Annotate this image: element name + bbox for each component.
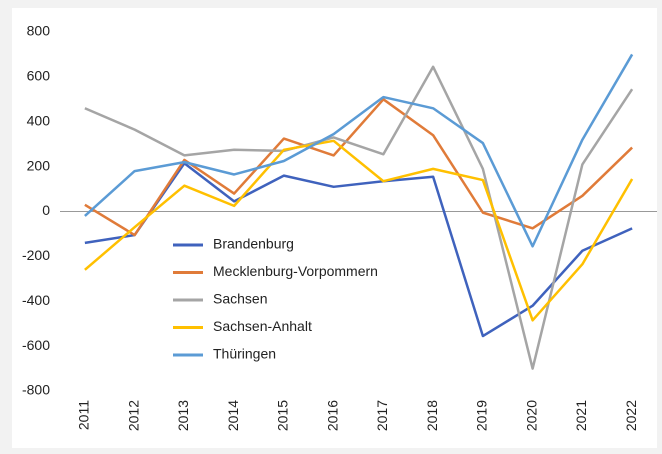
series-line xyxy=(84,53,634,248)
y-tick-label: -400 xyxy=(22,292,50,308)
legend-label: Sachsen xyxy=(213,291,267,307)
x-tick-label: 2017 xyxy=(374,400,390,431)
x-tick-label: 2019 xyxy=(474,400,490,431)
y-tick-label: 200 xyxy=(27,157,51,173)
series-line xyxy=(84,98,633,237)
legend-label: Brandenburg xyxy=(213,236,294,252)
y-tick-label: 400 xyxy=(27,112,51,128)
series-line xyxy=(84,162,633,338)
x-tick-label: 2018 xyxy=(424,400,440,431)
legend-label: Sachsen-Anhalt xyxy=(213,318,312,334)
legend-label: Mecklenburg-Vorpommern xyxy=(213,263,378,279)
y-tick-label: -800 xyxy=(22,382,50,398)
y-tick-label: -600 xyxy=(22,337,50,353)
series-line xyxy=(84,65,634,370)
x-tick-label: 2015 xyxy=(275,400,291,431)
x-tick-label: 2014 xyxy=(225,400,241,431)
x-tick-label: 2021 xyxy=(573,400,589,431)
x-tick-label: 2012 xyxy=(125,400,141,431)
series-line xyxy=(84,139,634,322)
x-tick-label: 2016 xyxy=(324,400,340,431)
chart-background xyxy=(12,8,657,448)
legend-label: Thüringen xyxy=(213,346,276,362)
y-tick-label: 0 xyxy=(42,202,50,218)
x-tick-label: 2011 xyxy=(76,400,92,430)
x-tick-label: 2013 xyxy=(175,400,191,431)
y-tick-label: 800 xyxy=(27,23,51,39)
x-tick-label: 2022 xyxy=(623,400,639,431)
x-tick-label: 2020 xyxy=(523,400,539,431)
y-tick-label: 600 xyxy=(27,68,51,84)
y-tick-label: -200 xyxy=(22,247,50,263)
